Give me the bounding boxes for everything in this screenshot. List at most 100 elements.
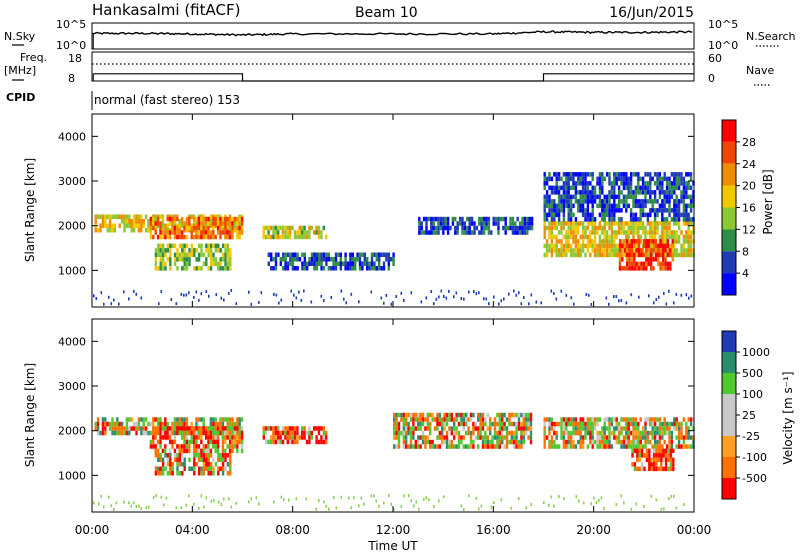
velocity-cell [409,417,413,422]
velocity-cell [615,426,618,431]
power-cell [118,214,121,219]
power-cell [584,243,587,249]
velocity-cell [548,417,551,422]
power-cell [214,257,218,262]
power-cell [310,261,314,266]
velocity-colorbar-tick-label: -25 [742,430,760,443]
velocity-cell [677,430,681,436]
velocity-cell [231,417,234,422]
power-cell [560,252,563,258]
velocity-cell [233,430,237,436]
power-cell [322,266,326,271]
power-cell [301,230,304,235]
power-cell [589,212,592,218]
velocity-cell [185,435,189,440]
power-cell [589,252,592,258]
power-cell [661,203,664,209]
power-cell [666,239,670,244]
velocity-cell [171,430,174,436]
power-cell [680,181,683,186]
power-cell [657,257,660,262]
velocity-cell [193,462,196,467]
velocity-cell [409,430,413,436]
power-cell [291,261,294,266]
power-cell [480,230,483,235]
power-cell [284,266,287,271]
power-cell [308,225,311,231]
velocity-ground-cell [200,494,203,498]
power-cell [656,208,659,213]
velocity-cell [236,426,239,431]
power-cell [661,225,664,231]
power-cell [652,243,655,249]
velocity-cell [545,417,549,422]
velocity-cell [591,430,594,436]
power-ground-cell [590,302,593,306]
power-cell [545,194,549,200]
power-cell [673,190,676,195]
power-cell [589,221,592,226]
power-colorbar-tick-label: 8 [742,245,749,258]
velocity-cell [202,430,205,436]
power-cell [181,248,184,253]
power-cell [166,243,170,249]
power-cell [212,243,215,249]
power-cell [197,225,201,231]
velocity-cell [209,430,213,436]
power-cell [298,230,301,235]
power-cell [687,225,690,231]
power-cell [687,234,690,240]
power-cell [581,221,585,226]
velocity-cell [484,439,487,445]
power-cell [161,248,165,253]
power-cell [178,252,182,258]
velocity-cell [598,439,602,445]
power-cell [548,248,551,253]
power-ground-cell [488,302,490,306]
velocity-cell [125,417,129,422]
power-cell [630,243,634,249]
velocity-cell [493,421,497,427]
power-cell [125,223,129,228]
velocity-cell [204,444,208,449]
power-cell [668,234,671,240]
velocity-cell [493,417,497,422]
velocity-cell [591,439,594,445]
velocity-cell [272,426,275,431]
velocity-cell [140,430,143,436]
date-title: 16/Jun/2015 [609,5,694,21]
power-cell [656,230,659,235]
power-cell [378,261,381,266]
velocity-cell [183,462,186,467]
velocity-cell [202,421,205,427]
velocity-cell [207,439,210,445]
power-cell [661,230,664,235]
power-cell [596,181,599,186]
power-cell [652,257,655,262]
velocity-cell [424,417,427,422]
power-cell [291,257,294,262]
power-ground-cell [420,300,423,304]
power-cell [586,172,590,177]
power-cell [689,243,693,249]
power-cell [543,181,546,186]
power-cell [618,261,622,267]
velocity-cell [200,471,203,476]
power-cell [677,181,681,186]
velocity-ground-cell [675,506,678,510]
velocity-cell [322,435,325,440]
velocity-cell [634,444,638,449]
velocity-cell [617,421,621,427]
power-cell [623,239,626,244]
power-ground-cell [630,293,633,297]
power-cell [228,219,232,224]
power-cell [430,230,433,235]
velocity-ground-cell [165,496,168,500]
power-cell [108,219,112,224]
velocity-cell [668,444,671,449]
velocity-cell [620,430,623,436]
power-cell [605,252,609,258]
velocity-cell [649,439,652,445]
power-cell [209,223,213,228]
velocity-cell [104,426,107,431]
